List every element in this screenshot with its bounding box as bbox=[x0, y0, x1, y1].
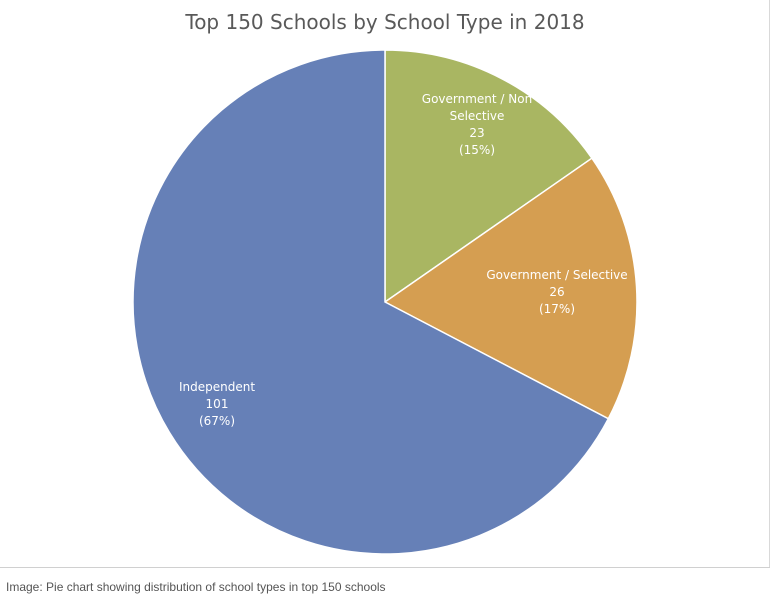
chart-title: Top 150 Schools by School Type in 2018 bbox=[184, 10, 584, 34]
slice-label-independent: Independent 101 (67%) bbox=[179, 380, 255, 428]
pie-slices bbox=[132, 49, 638, 555]
pie-chart: Top 150 Schools by School Type in 2018 G… bbox=[132, 10, 638, 555]
chart-area: Top 150 Schools by School Type in 2018 G… bbox=[132, 0, 770, 567]
caption-divider bbox=[0, 567, 770, 568]
pie-slice-government-non-selective bbox=[384, 49, 593, 304]
pie-slice-government-selective bbox=[383, 157, 638, 420]
pie-labels: Government / Non Selective 23 (15%) Governme… bbox=[179, 92, 628, 428]
slice-label-government-non-selective: Government / Non Selective 23 (15%) bbox=[422, 92, 532, 157]
pie-slice-independent bbox=[132, 49, 610, 555]
image-caption: Image: Pie chart showing distribution of… bbox=[6, 580, 386, 594]
slice-label-government-selective: Government / Selective 26 (17%) bbox=[486, 268, 627, 316]
